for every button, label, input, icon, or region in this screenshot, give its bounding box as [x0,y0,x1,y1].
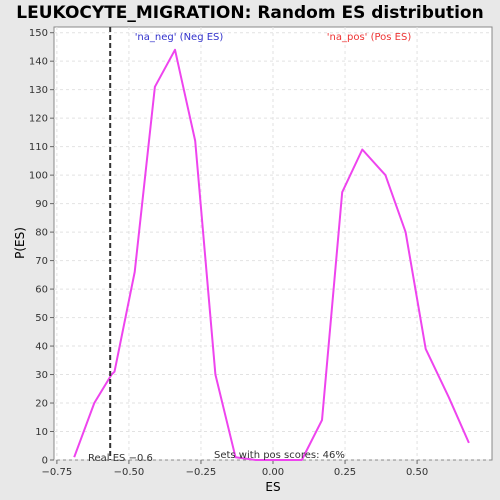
es-distribution-line [73,48,470,461]
real-es-label: Real ES −0.6 [88,453,153,464]
y-axis-label: P(ES) [13,227,27,259]
y-tick-label: 100 [29,171,48,182]
x-tick-label: −0.25 [186,467,217,478]
gridlines [54,27,492,461]
x-tick-label: 0.50 [406,467,428,478]
y-tick-label: 90 [35,199,48,210]
y-tick-label: 150 [29,28,48,39]
x-axis-label: ES [265,480,280,494]
neg-es-annotation: 'na_neg' (Neg ES) [135,32,224,43]
y-tick-label: 0 [42,456,48,467]
chart-title: LEUKOCYTE_MIGRATION: Random ES distribut… [16,3,483,23]
pos-es-annotation: 'na_pos' (Pos ES) [327,32,412,43]
y-tick-label: 70 [35,256,48,267]
x-tick-label: −0.50 [114,467,145,478]
y-tick-label: 20 [35,399,48,410]
y-tick-label: 80 [35,228,48,239]
x-tick-label: −0.75 [42,467,73,478]
y-tick-label: 120 [29,114,48,125]
x-tick-label: 0.25 [334,467,356,478]
y-tick-label: 10 [35,427,48,438]
series-group [73,48,470,461]
y-tick-label: 60 [35,285,48,296]
y-tick-label: 40 [35,342,48,353]
y-tick-label: 110 [29,142,48,153]
y-tick-label: 130 [29,85,48,96]
y-tick-label: 50 [35,313,48,324]
x-tick-label: 0.00 [262,467,284,478]
y-axis-ticks: 0 10 20 30 40 50 60 70 80 90 100 110 120 130 140 150 [29,28,54,467]
pos-scores-annotation: Sets with pos scores: 46% [214,450,345,461]
y-tick-label: 140 [29,57,48,68]
y-tick-label: 30 [35,370,48,381]
